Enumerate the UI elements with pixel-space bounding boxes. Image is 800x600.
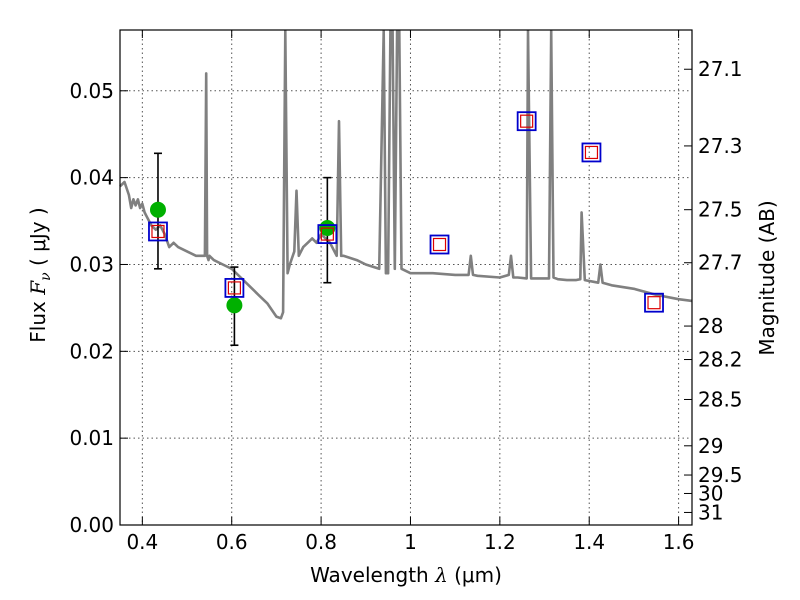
- y2-tick-label: 30: [698, 481, 723, 505]
- x-axis-title-math: λ: [434, 563, 448, 587]
- y2-tick-label: 28.2: [698, 348, 743, 372]
- model-square: [317, 224, 338, 244]
- x-tick-label: 1.2: [484, 530, 516, 554]
- model-square-inner: [320, 227, 334, 241]
- y2-tick-label: 27.1: [698, 57, 743, 81]
- y-axis-title: Flux Fν ( μJy ): [26, 207, 54, 342]
- y2-tick-label: 28.5: [698, 387, 743, 411]
- model-spectrum-line: [119, 29, 693, 320]
- observed-point: [226, 297, 243, 314]
- model-squares: [148, 111, 664, 313]
- x-axis-title-unit: (μm): [454, 563, 502, 587]
- y2-tick-label: 27.7: [698, 251, 743, 275]
- y2-tick-label: 31: [698, 500, 723, 524]
- y-tick-label: 0.02: [69, 339, 114, 363]
- model-square: [429, 234, 450, 255]
- model-square-inner: [520, 114, 534, 128]
- model-square-inner: [584, 145, 599, 160]
- y-axis-title-math: F: [26, 280, 50, 296]
- y2-tick-label: 29: [698, 434, 723, 458]
- y2-tick-label: 27.3: [698, 134, 743, 158]
- y2-axis-title: Magnitude (AB): [755, 200, 779, 355]
- y-tick-label: 0.01: [69, 426, 114, 450]
- y-tick-label: 0.04: [69, 166, 114, 190]
- model-square-inner: [151, 224, 165, 239]
- model-square-inner: [647, 296, 661, 310]
- x-tick-label: 1: [404, 530, 417, 554]
- y-axis-title-math-sub: ν: [38, 272, 54, 281]
- x-axis-title-main: Wavelength: [310, 563, 429, 587]
- y2-tick-label: 27.5: [698, 198, 743, 222]
- x-tick-label: 0.4: [126, 530, 158, 554]
- x-tick-label: 0.6: [216, 530, 248, 554]
- model-square: [516, 111, 537, 132]
- model-square-inner: [432, 237, 447, 252]
- model-square-inner: [227, 281, 241, 295]
- y-tick-label: 0.05: [69, 79, 114, 103]
- spectrum-layer: [119, 29, 693, 320]
- y2-tick-label: 29.5: [698, 463, 743, 487]
- ticks: 0.4 0.6 0.8 1 1.2 1.4 1.6 0.00 0.01 0.02 0.03 0.04 0…: [69, 30, 743, 554]
- y-axis-title-main: Flux: [26, 301, 50, 343]
- model-square: [644, 292, 664, 313]
- y-axis-title-unit: ( μJy ): [26, 207, 50, 266]
- y-tick-label: 0.03: [69, 252, 114, 276]
- y2-tick-label: 28: [698, 314, 723, 338]
- model-square: [581, 142, 602, 163]
- model-square: [148, 221, 168, 242]
- x-tick-label: 1.4: [573, 530, 605, 554]
- plot-frame: [119, 29, 693, 526]
- y-tick-label: 0.00: [69, 513, 114, 537]
- x-tick-label: 0.8: [305, 530, 337, 554]
- model-square: [224, 278, 245, 298]
- x-axis-title: Wavelength λ (μm): [310, 563, 502, 587]
- x-tick-label: 1.6: [663, 530, 695, 554]
- observed-point: [149, 201, 166, 218]
